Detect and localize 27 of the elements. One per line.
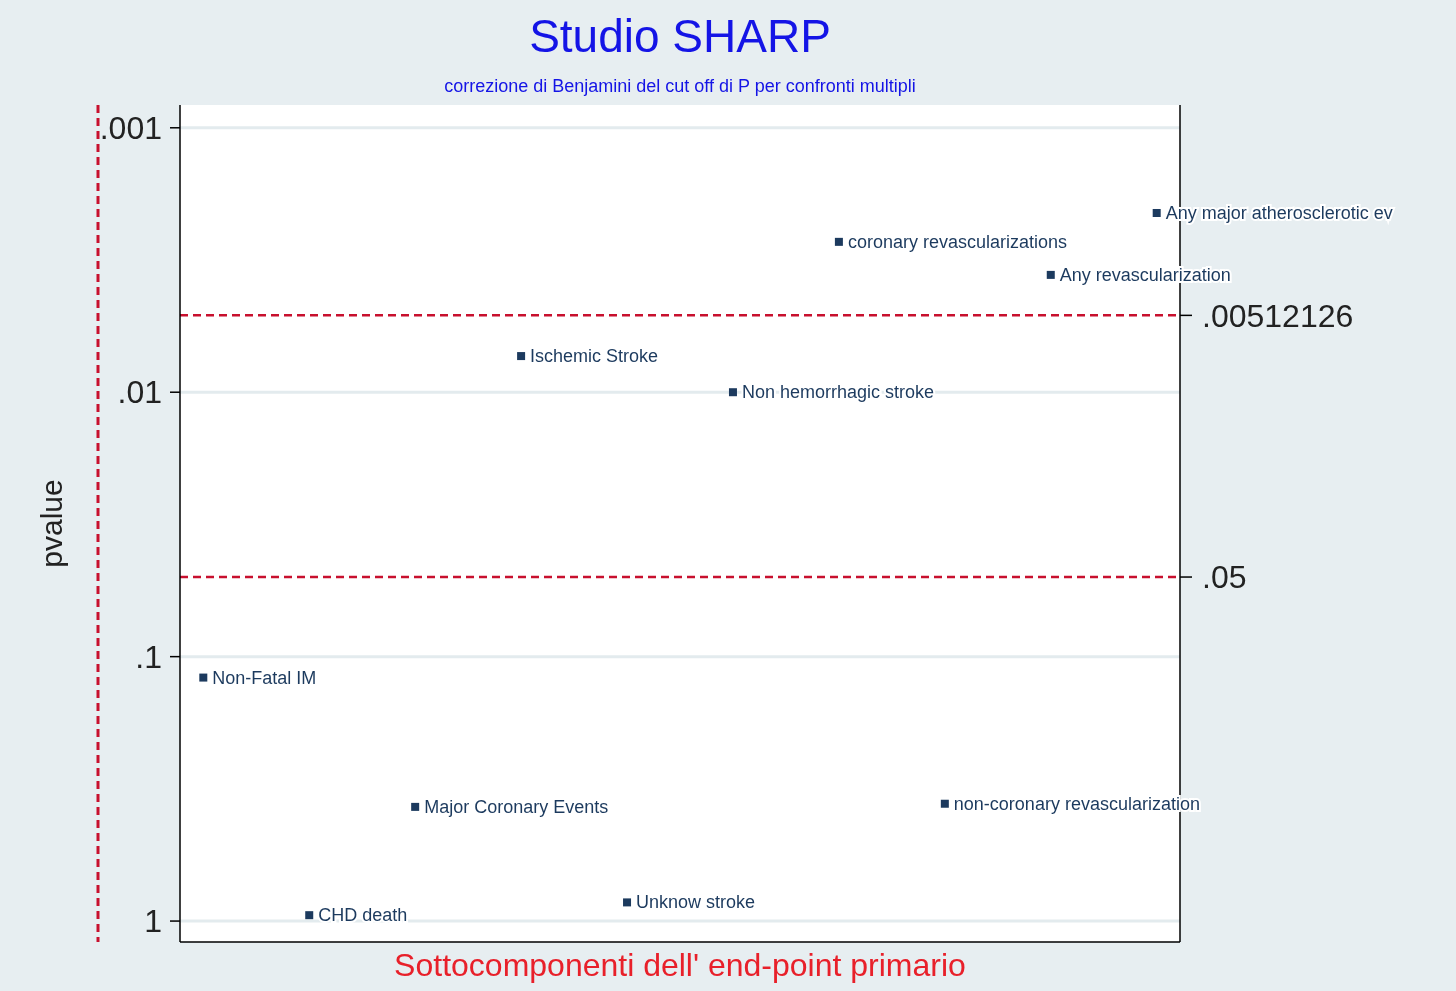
chart-subtitle: correzione di Benjamini del cut off di P per confronti multipli (444, 76, 916, 96)
point (1152, 208, 1161, 217)
point (623, 898, 632, 907)
point (411, 802, 420, 811)
data-label: Non hemorrhagic stroke (741, 382, 935, 403)
point (199, 673, 208, 682)
x-axis-title: Sottocomponenti dell' end-point primario (394, 947, 966, 983)
data-label: Ischemic Stroke (530, 346, 659, 367)
point (1046, 270, 1055, 279)
ref-line-label: .05 (1202, 559, 1247, 596)
y-tick-label: .1 (135, 638, 162, 675)
point (834, 237, 843, 246)
data-label: Non-Fatal IM (212, 667, 317, 688)
chart-title: Studio SHARP (529, 10, 831, 62)
point (940, 799, 949, 808)
y-axis-title: pvalue (35, 479, 68, 568)
point (728, 388, 737, 397)
y-tick-label: .001 (99, 109, 162, 146)
y-tick-label: .01 (117, 374, 162, 411)
ref-line-label: .00512126 (1202, 297, 1354, 334)
data-label: CHD death (318, 905, 408, 926)
data-label: Major Coronary Events (424, 796, 609, 817)
data-label: coronary revascularizations (847, 231, 1067, 252)
point (517, 352, 526, 361)
data-label: Unknow stroke (636, 892, 756, 913)
y-tick-label: 1 (144, 903, 162, 940)
point (305, 911, 314, 920)
